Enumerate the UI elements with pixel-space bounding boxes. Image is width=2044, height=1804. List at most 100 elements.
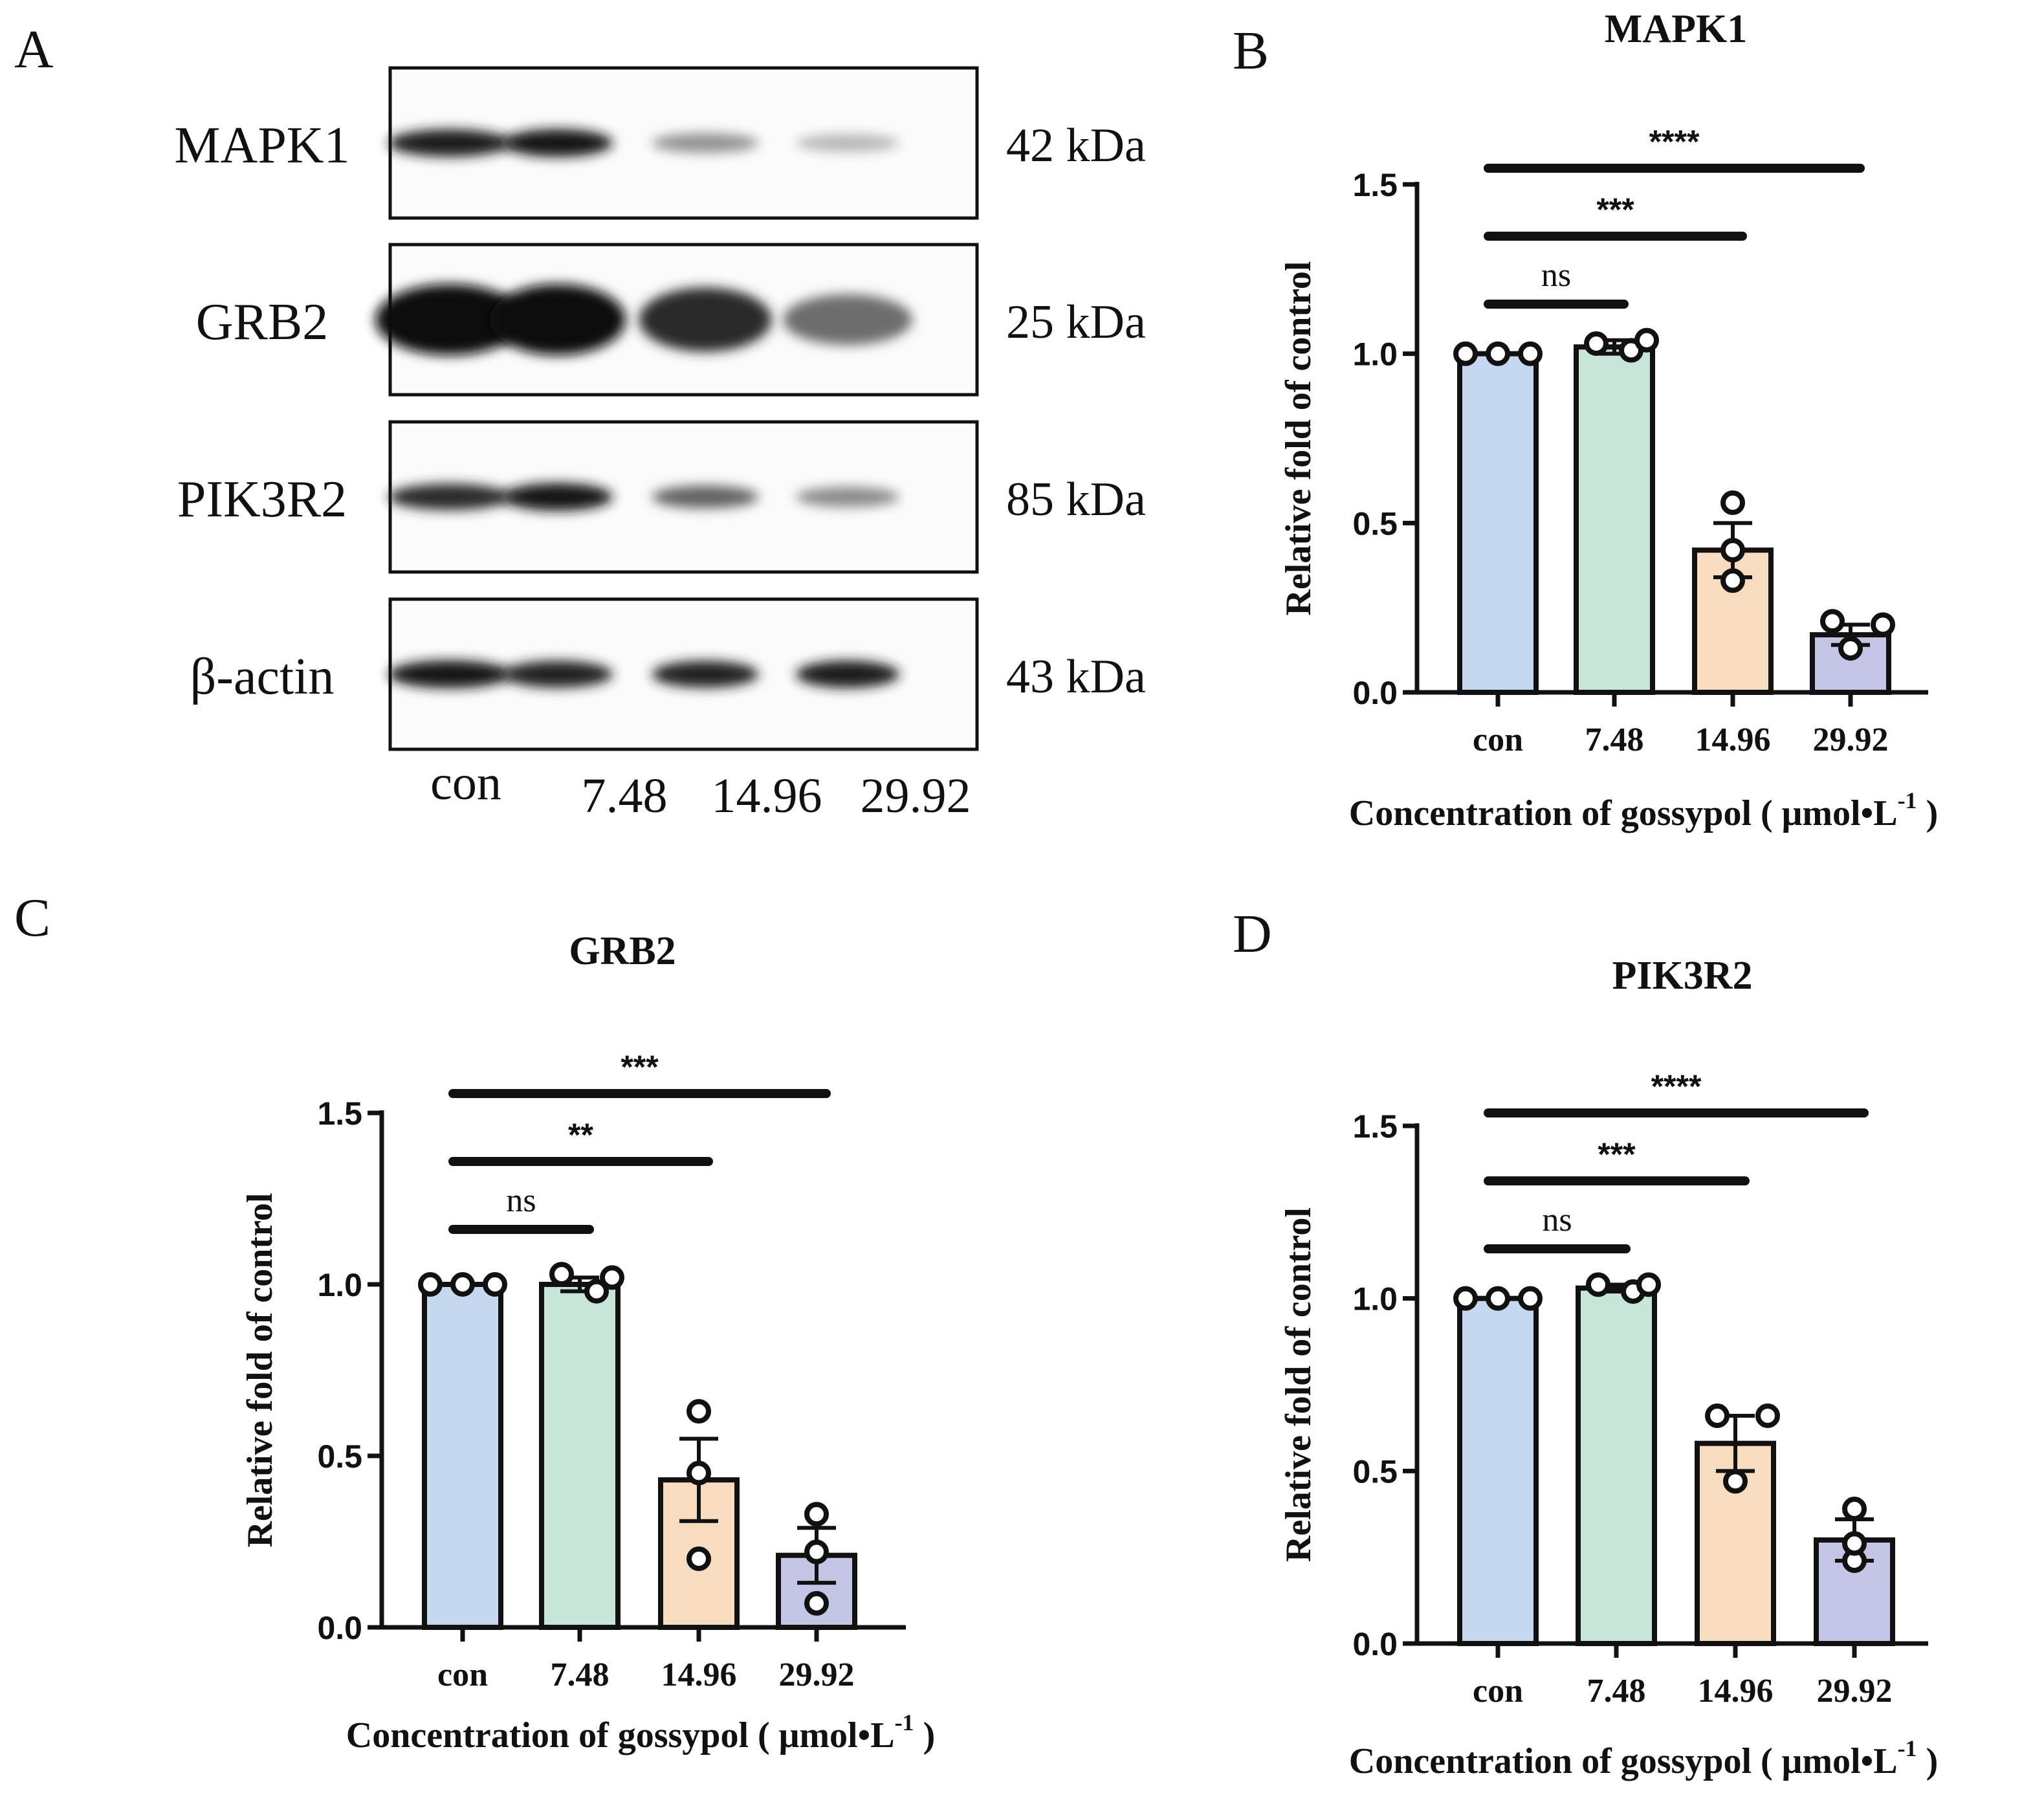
significance-label: *** [1598,1136,1636,1172]
x-tick-label: 7.48 [1587,1673,1646,1710]
data-point [1755,1403,1780,1428]
blot-protein-label: PIK3R2 [177,471,347,528]
x-axis-label: Concentration of gossypol ( μmol•L-1 ) [346,1710,935,1755]
data-point [1720,538,1745,563]
panel-letter-d: D [1233,904,1272,964]
data-point [1486,341,1510,366]
blot-band-2-3 [796,487,899,507]
y-tick-label: 0.0 [1352,675,1398,711]
data-point [1723,1469,1748,1494]
data-point [1634,327,1659,353]
x-tick-label: 29.92 [779,1656,855,1693]
blot-band-0-3 [796,134,899,152]
x-tick-label: 29.92 [1817,1673,1893,1710]
blot-band-3-1 [503,661,613,688]
data-point [1838,635,1863,661]
blot-kda-label: 85 kDa [1006,473,1146,526]
y-axis-label: Relative fold of control [1279,261,1319,616]
x-tick-label: 29.92 [1813,721,1889,758]
significance-label: ** [568,1117,593,1153]
data-point [1486,1286,1510,1311]
y-tick-label: 0.5 [1352,1453,1398,1490]
blot-band-1-3 [783,294,912,346]
bar-con [1457,351,1539,695]
blot-lane-label: 29.92 [861,769,971,823]
data-point [1453,1286,1478,1311]
data-point [687,1460,711,1486]
blot-lane-label: 7.48 [582,769,668,823]
y-tick-label: 0.0 [1352,1626,1398,1662]
y-tick-label: 1.0 [1352,1281,1398,1317]
data-point [1842,1531,1867,1556]
data-point [1720,568,1745,593]
x-tick-label: 7.48 [551,1656,610,1693]
data-point [804,1539,829,1565]
data-point [549,1262,574,1287]
significance-label: *** [1596,192,1634,228]
data-point [1453,341,1478,366]
blot-band-0-0 [388,129,511,157]
x-tick-label: 7.48 [1585,721,1644,758]
data-point [418,1272,443,1297]
data-point [1720,490,1745,515]
data-point [804,1502,829,1527]
significance-label: **** [1649,124,1700,160]
data-point [450,1272,475,1297]
x-tick-label: con [1473,721,1523,758]
y-axis-label: Relative fold of control [240,1193,280,1548]
blot-band-0-1 [503,129,613,157]
x-tick-label: con [437,1656,488,1693]
data-point [1820,609,1845,634]
blot-band-3-3 [796,660,899,688]
panel-letter-c: C [14,888,51,948]
panel-letter-a: A [14,19,54,80]
significance-label: ns [1542,1202,1572,1238]
bar-con [1457,1295,1539,1646]
significance-label: **** [1651,1068,1702,1105]
x-axis-label: Concentration of gossypol ( μmol•L-1 ) [1349,1735,1938,1781]
data-point [1584,331,1609,356]
blot-lane-label: 14.96 [712,769,822,823]
data-point [1842,1497,1867,1521]
blot-kda-label: 43 kDa [1006,650,1146,703]
chart-title: GRB2 [569,929,676,973]
bar-con [422,1282,503,1630]
blot-kda-label: 42 kDa [1006,119,1146,172]
blot-protein-label: β-actin [190,648,335,705]
blot-band-0-2 [652,133,759,153]
blot-band-2-1 [503,483,613,511]
chart-grb2: GRB2 0.0 0.5 1.0 1.5 con 7.48 14.96 29.92 Relativ… [240,929,935,1755]
chart-title: MAPK1 [1605,7,1747,51]
data-point [804,1590,829,1616]
data-point [1705,1403,1730,1428]
blot-band-2-2 [652,485,759,509]
data-point [584,1279,609,1304]
significance-label: *** [621,1049,659,1085]
x-tick-label: 14.96 [1698,1673,1774,1710]
chart-title: PIK3R2 [1612,954,1753,998]
y-axis-label: Relative fold of control [1279,1207,1319,1562]
data-point [483,1272,507,1297]
data-point [1586,1272,1610,1297]
blot-band-3-0 [388,660,511,688]
y-tick-label: 1.0 [317,1267,362,1303]
x-tick-label: con [1473,1673,1523,1710]
significance-label: ns [1541,257,1571,294]
blot-band-1-1 [490,284,626,355]
blot-lane-label: con [430,756,501,810]
blot-band-3-2 [652,661,759,688]
y-tick-label: 1.0 [1352,336,1398,373]
panel-letter-b: B [1233,21,1269,81]
blot-band-1-2 [639,287,772,352]
data-point [1636,1272,1661,1297]
x-tick-label: 14.96 [661,1656,737,1693]
y-tick-label: 1.5 [1352,1108,1398,1145]
significance-label: ns [506,1182,536,1219]
data-point [1518,341,1543,366]
y-tick-label: 0.5 [1352,505,1398,542]
x-tick-label: 14.96 [1695,721,1771,758]
bar-7.48 [1574,344,1655,695]
data-point [687,1399,711,1424]
western-blot: MAPK1 42 kDa GRB2 25 kDa PIK3R2 85 kDa β-actin… [174,66,1146,823]
